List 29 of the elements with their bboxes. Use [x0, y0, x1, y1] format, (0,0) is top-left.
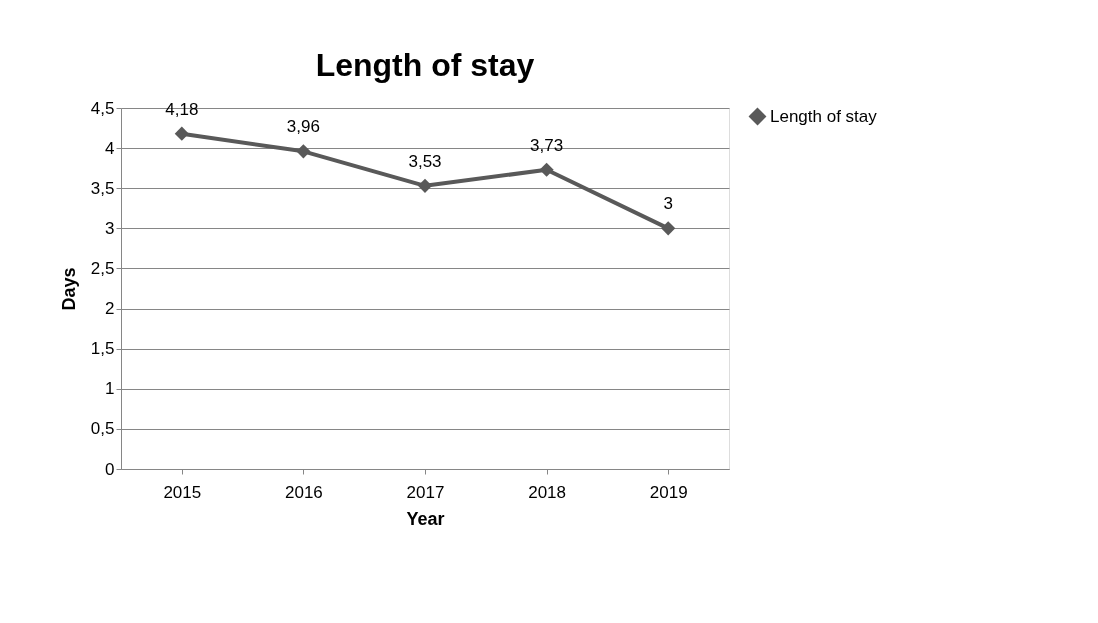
y-tick-label: 0,5: [90, 419, 115, 439]
point: [661, 221, 676, 236]
data-label: 4,18: [165, 99, 199, 119]
x-tick-label: 2018: [528, 482, 567, 502]
data-label: 3: [663, 194, 673, 214]
y-tick-label: 1,5: [90, 339, 115, 359]
y-tick-label: 4,5: [90, 98, 115, 118]
x-tick-label: 2017: [406, 482, 445, 502]
point: [539, 162, 554, 177]
y-tick-label: 3,5: [90, 178, 115, 198]
y-tick-label: 1: [105, 379, 115, 399]
y-tick-label: 3: [105, 218, 115, 238]
y-tick-label: 2: [105, 299, 115, 319]
y-tick-label: 4: [105, 138, 115, 158]
data-label: 3,96: [286, 117, 320, 137]
chart-title: Length of stay: [315, 47, 535, 83]
y-tick-label: 2,5: [90, 258, 115, 278]
x-axis-title: Year: [406, 508, 445, 529]
point: [417, 178, 433, 193]
x-tick-label: 2019: [649, 482, 688, 502]
y-tick-label: 0: [105, 459, 115, 479]
x-tick-label: 2015: [163, 482, 202, 502]
y-axis-title: Days: [58, 267, 79, 311]
data-label: 3,53: [408, 151, 442, 171]
point: [174, 126, 189, 141]
data-label: 3,73: [530, 135, 564, 155]
point: [296, 144, 311, 159]
legend-label: Length of stay: [770, 106, 878, 126]
x-tick-label: 2016: [284, 482, 323, 502]
